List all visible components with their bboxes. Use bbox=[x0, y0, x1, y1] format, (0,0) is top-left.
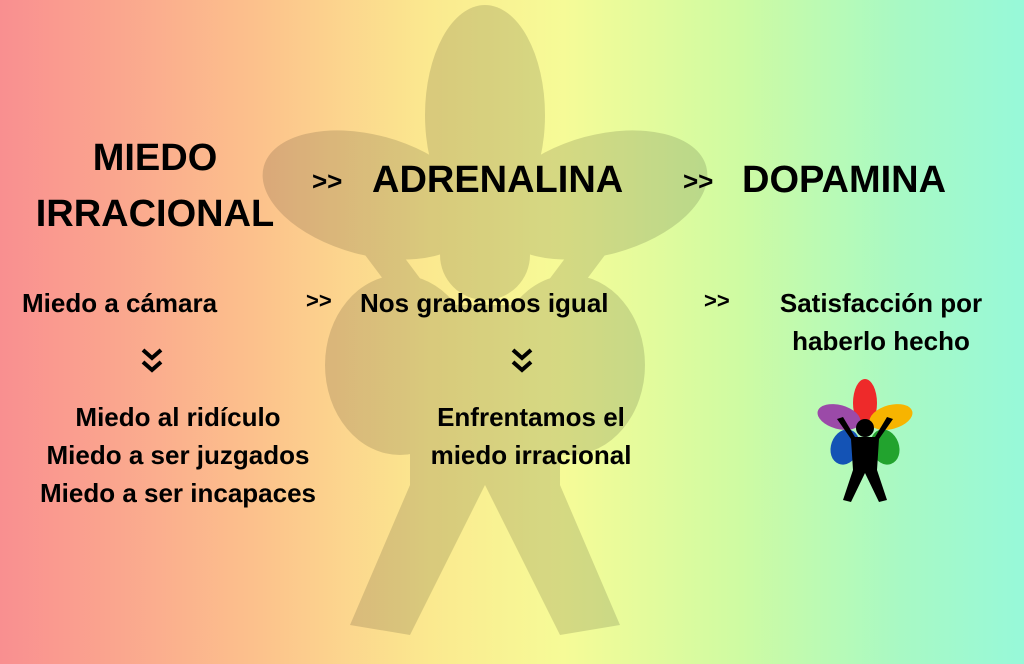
fear-item: Miedo a ser incapaces bbox=[39, 478, 317, 508]
satisfaccion: Satisfacción por haberlo hecho bbox=[750, 284, 1012, 360]
confront-line-2: miedo irracional bbox=[430, 440, 632, 470]
fear-item: Miedo a ser juzgados bbox=[46, 440, 310, 470]
satisfaccion-line-2: haberlo hecho bbox=[792, 326, 970, 356]
fear-item: Miedo al ridículo bbox=[75, 402, 281, 432]
title-adrenalina: ADRENALINA bbox=[372, 159, 624, 201]
arrow-3: >> bbox=[306, 288, 332, 313]
arrow-1: >> bbox=[312, 166, 343, 196]
miedo-a-camara: Miedo a cámara bbox=[22, 288, 218, 318]
title-dopamina: DOPAMINA bbox=[742, 159, 947, 201]
nos-grabamos-igual: Nos grabamos igual bbox=[360, 288, 609, 318]
logo-watermark bbox=[262, 5, 708, 635]
fears-list: Miedo al ridículo Miedo a ser juzgados M… bbox=[18, 398, 338, 512]
confront-line-1: Enfrentamos el bbox=[437, 402, 625, 432]
arrow-4: >> bbox=[704, 288, 730, 313]
logo-flower-person bbox=[817, 379, 913, 502]
double-chevron-down-icon bbox=[511, 348, 533, 373]
title-miedo-irracional: MIEDO IRRACIONAL bbox=[35, 137, 275, 235]
confront-text: Enfrentamos el miedo irracional bbox=[400, 398, 662, 474]
satisfaccion-line-1: Satisfacción por bbox=[779, 288, 983, 318]
arrow-2: >> bbox=[683, 166, 714, 196]
double-chevron-down-icon bbox=[141, 348, 163, 373]
